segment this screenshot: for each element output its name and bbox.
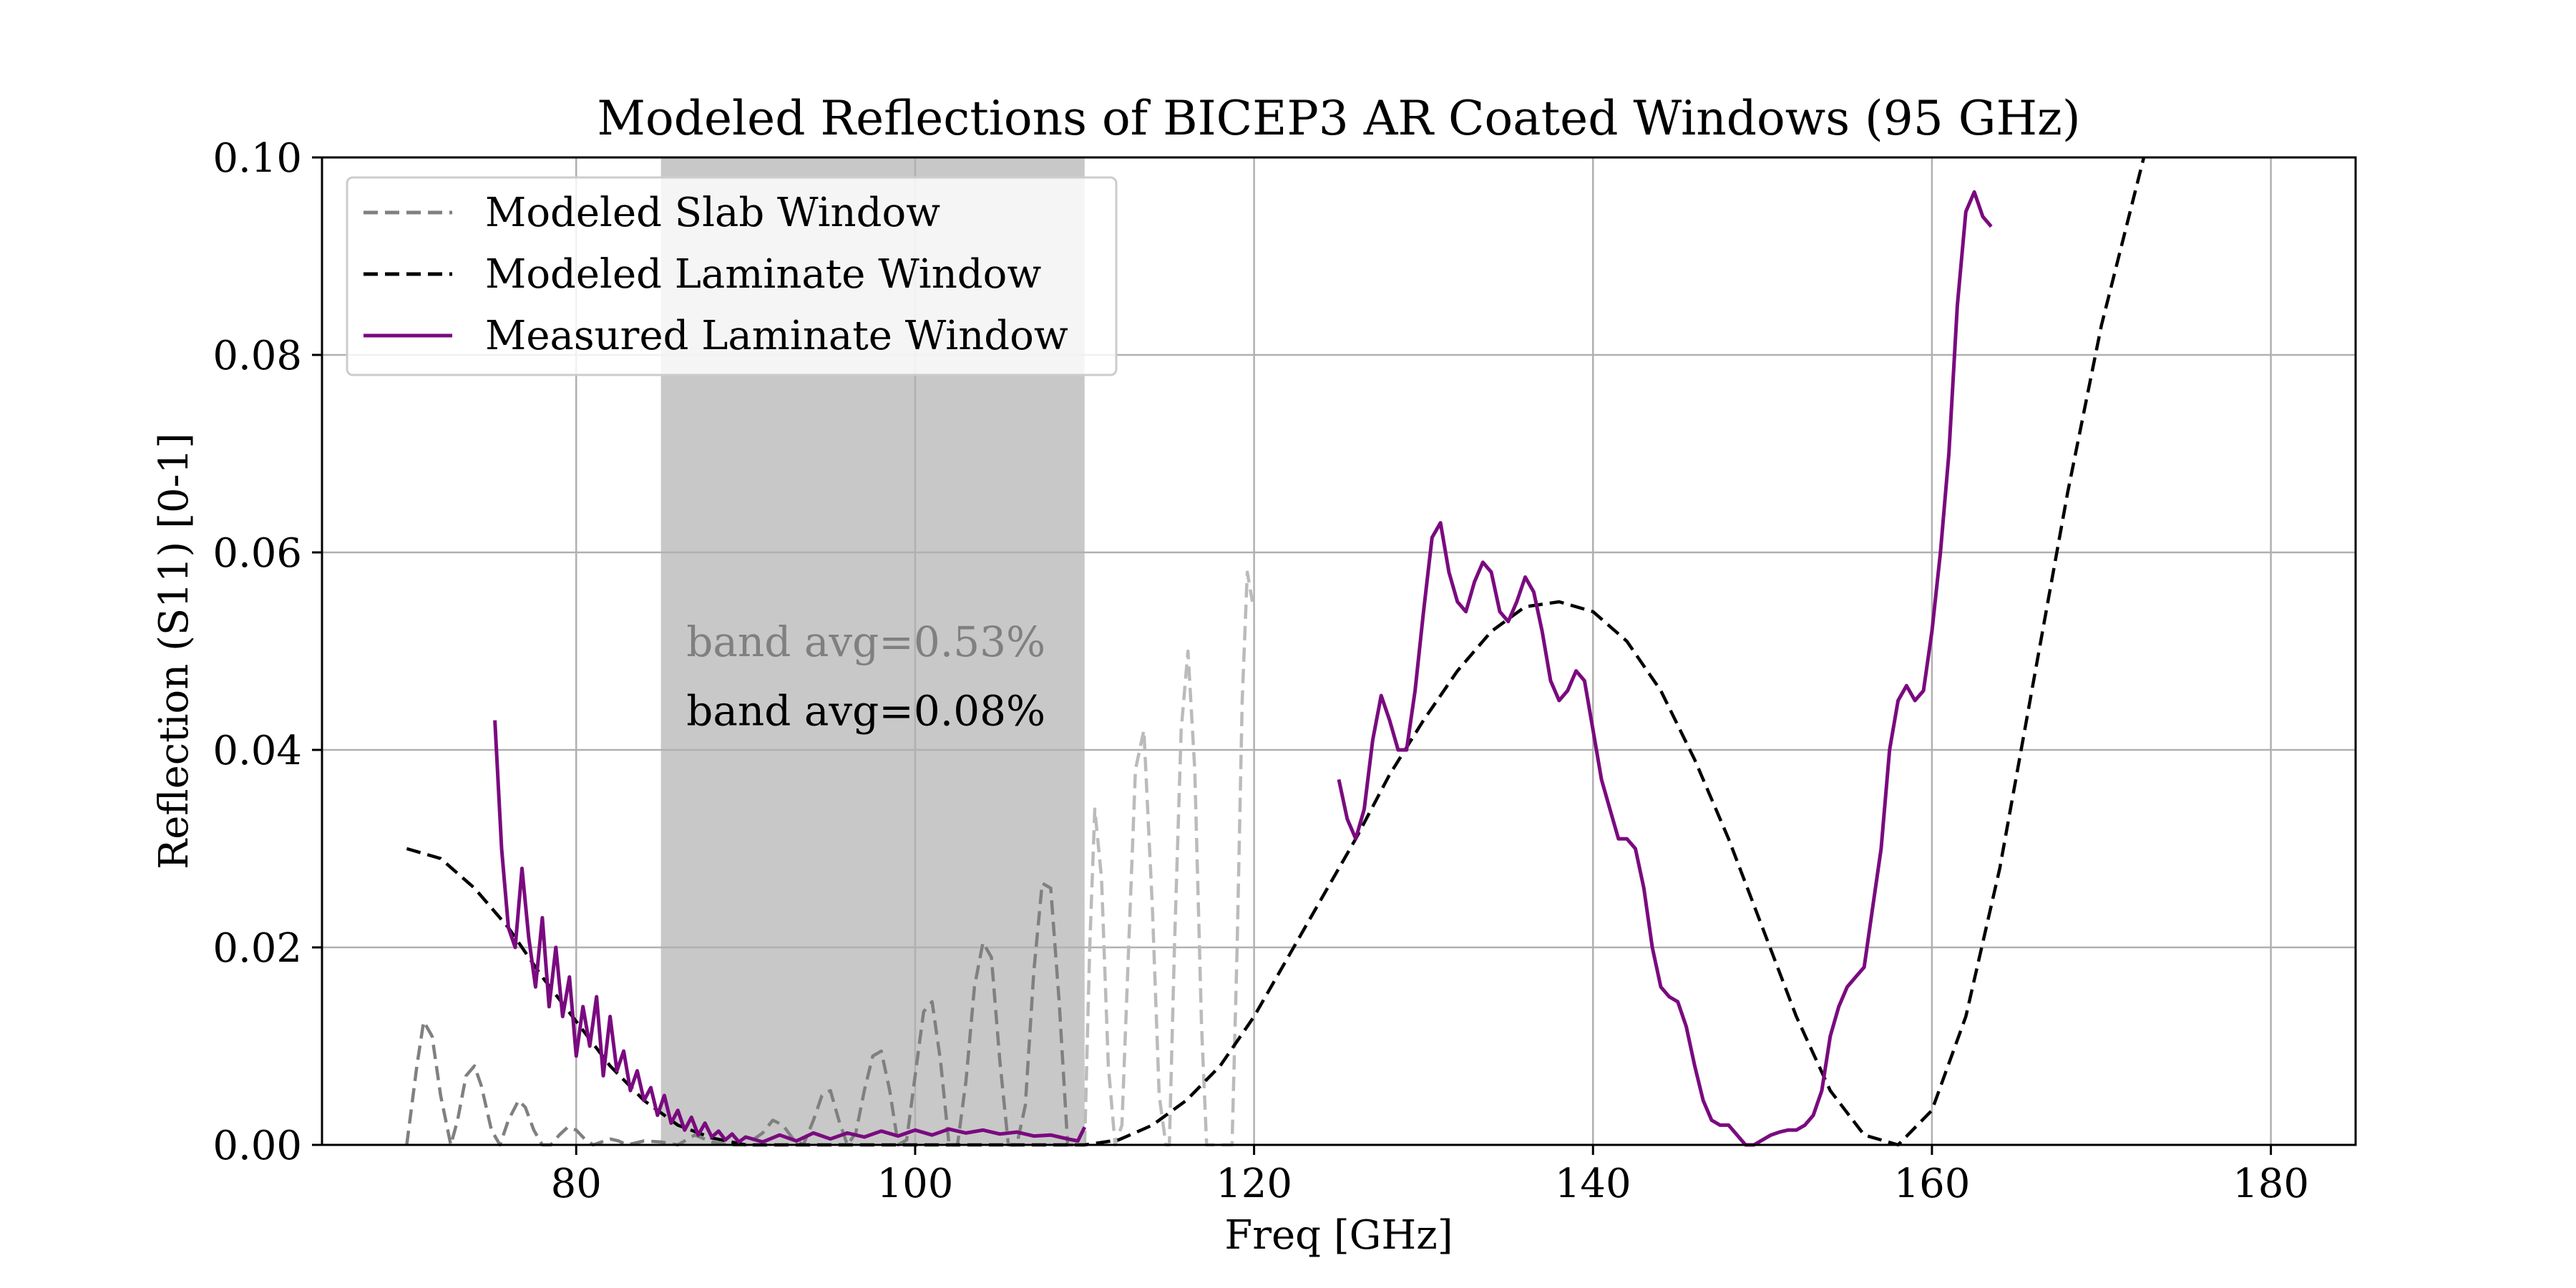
y-tick-label: 0.02: [213, 925, 302, 972]
y-tick-label: 0.04: [213, 728, 302, 774]
band-average-annotation: band avg=0.08%: [686, 687, 1045, 736]
chart-title: Modeled Reflections of BICEP3 AR Coated …: [597, 91, 2080, 146]
legend-label-laminate-model: Modeled Laminate Window: [485, 251, 1041, 298]
y-tick-label: 0.00: [213, 1123, 302, 1169]
plot-frame: [321, 156, 2357, 1146]
x-tick-label: 120: [1216, 1161, 1292, 1207]
y-tick-label: 0.10: [213, 135, 302, 182]
ticks-layer: 80 100 120 140 160 180 0.00 0.02 0.04 0.06 0.08 0.1…: [213, 135, 2309, 1207]
legend-label-slab: Modeled Slab Window: [485, 190, 940, 236]
x-tick-label: 180: [2233, 1161, 2309, 1207]
series-line-3: [1337, 190, 1993, 1147]
x-tick-label: 160: [1893, 1161, 1970, 1207]
y-axis-label: Reflection (S11) [0-1]: [151, 433, 197, 869]
annotation-layer: band avg=0.53% band avg=0.08%: [686, 618, 1045, 736]
x-tick-label: 100: [877, 1161, 953, 1207]
series-line-0: [405, 882, 1085, 1147]
series-line-2: [406, 157, 2146, 1147]
legend: Modeled Slab Window Modeled Laminate Win…: [346, 176, 1118, 376]
legend-box: [346, 176, 1118, 376]
legend-label-laminate-measured: Measured Laminate Window: [485, 313, 1068, 359]
x-tick-label: 140: [1555, 1161, 1631, 1207]
x-axis-label: Freq [GHz]: [1224, 1212, 1453, 1259]
x-tick-label: 80: [551, 1161, 602, 1207]
y-tick-label: 0.06: [213, 530, 302, 577]
y-tick-label: 0.08: [213, 333, 302, 379]
series-line-1: [1083, 570, 1254, 1147]
band-average-annotation: band avg=0.53%: [686, 618, 1045, 666]
series-line-3: [493, 720, 1087, 1144]
